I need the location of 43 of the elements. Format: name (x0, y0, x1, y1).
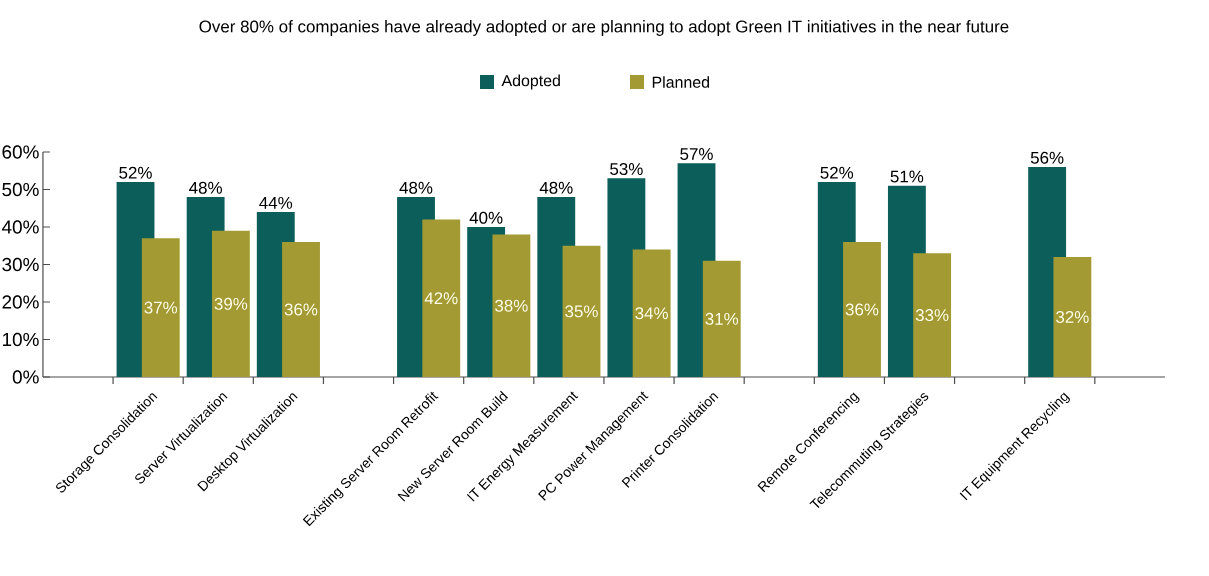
data-label: 42% (424, 292, 458, 305)
bar (492, 234, 531, 377)
bar (141, 238, 180, 377)
data-label: 32% (1056, 310, 1089, 323)
data-label: 38% (495, 299, 528, 312)
data-label: 36% (284, 303, 318, 316)
bar (1053, 256, 1092, 377)
bar (422, 219, 461, 377)
bar (282, 241, 320, 377)
bar (843, 241, 881, 377)
bar (632, 249, 671, 377)
chart-title: Over 80% of companies have already adopted or are planning to adopt Green IT initiatives in the near future (199, 20, 1009, 36)
bar (562, 245, 601, 377)
bar (913, 253, 952, 377)
data-label: 51% (890, 170, 924, 183)
bar (702, 260, 741, 377)
y-tick-label: 40% (1, 220, 39, 234)
y-tick-label: 0% (12, 370, 39, 384)
y-tick-label: 50% (2, 182, 39, 197)
data-label: 48% (399, 181, 433, 194)
data-label: 53% (610, 163, 643, 176)
data-label: 44% (259, 196, 293, 209)
data-label: 33% (915, 309, 949, 322)
data-label: 48% (539, 181, 573, 194)
data-label: 34% (635, 307, 668, 320)
data-label: 40% (469, 211, 503, 224)
data-label: 56% (1030, 151, 1064, 164)
legend-label: Planned (652, 76, 709, 88)
y-tick-label: 10% (2, 332, 39, 347)
data-label: 57% (680, 148, 713, 161)
data-label: 48% (189, 181, 222, 194)
data-label: 31% (705, 312, 739, 325)
y-tick-label: 30% (2, 257, 39, 272)
data-label: 52% (119, 166, 152, 179)
y-tick-label: 20% (2, 295, 39, 309)
data-label: 52% (820, 166, 854, 179)
bar (211, 230, 250, 377)
data-label: 39% (214, 297, 248, 310)
data-label: 37% (144, 301, 178, 314)
data-label: 36% (845, 303, 879, 316)
y-tick-label: 60% (2, 145, 39, 159)
data-label: 35% (565, 305, 598, 318)
legend-label: Adopted (501, 74, 560, 90)
